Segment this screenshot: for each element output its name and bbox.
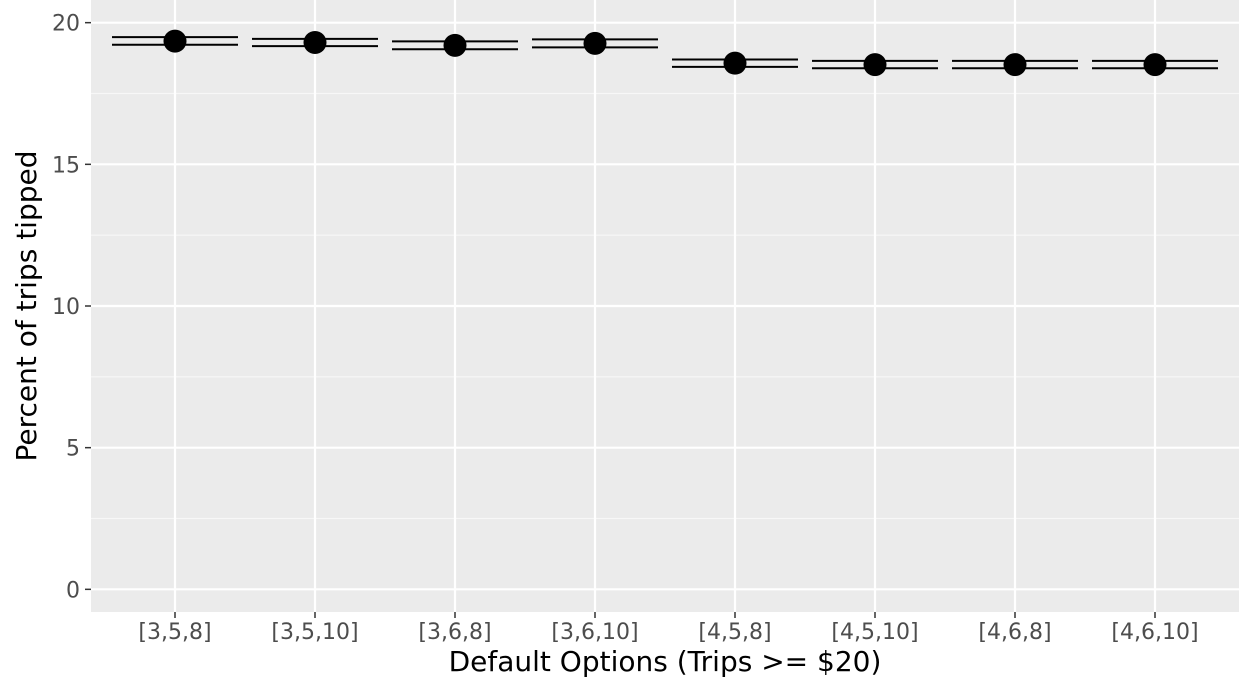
data-point <box>723 51 747 75</box>
x-axis-ticks: [3,5,8] [3,5,10] [3,6,8] [3,6,10] [4,5,8] [4,… <box>138 612 1199 645</box>
data-point <box>303 31 327 54</box>
x-tick-label: [3,6,8] <box>418 620 491 645</box>
x-tick-label: [4,6,10] <box>1111 620 1198 645</box>
major-gridlines <box>91 0 1239 612</box>
data-marks <box>112 29 1218 77</box>
data-point <box>163 29 187 53</box>
data-point <box>443 33 467 57</box>
y-tick-label: 0 <box>66 578 80 603</box>
x-tick-label: [4,5,10] <box>831 620 918 645</box>
data-point <box>863 53 887 77</box>
x-axis-title: Default Options (Trips >= $20) <box>449 645 882 678</box>
data-point <box>583 31 607 55</box>
y-axis-title: Percent of trips tipped <box>10 151 43 462</box>
x-tick-label: [3,5,10] <box>271 620 358 645</box>
x-tick-label: [4,6,8] <box>978 620 1051 645</box>
x-tick-label: [4,5,8] <box>698 620 771 645</box>
x-tick-label: [3,5,8] <box>138 620 211 645</box>
y-tick-label: 15 <box>52 153 80 178</box>
y-tick-label: 10 <box>52 295 80 320</box>
y-tick-label: 20 <box>52 12 80 37</box>
x-tick-label: [3,6,10] <box>551 620 638 645</box>
y-tick-label: 5 <box>66 437 80 462</box>
data-point <box>1143 53 1167 77</box>
minor-gridlines <box>91 92 1239 520</box>
y-axis-ticks: 0 5 10 15 20 <box>52 12 91 603</box>
data-point <box>1003 53 1027 77</box>
